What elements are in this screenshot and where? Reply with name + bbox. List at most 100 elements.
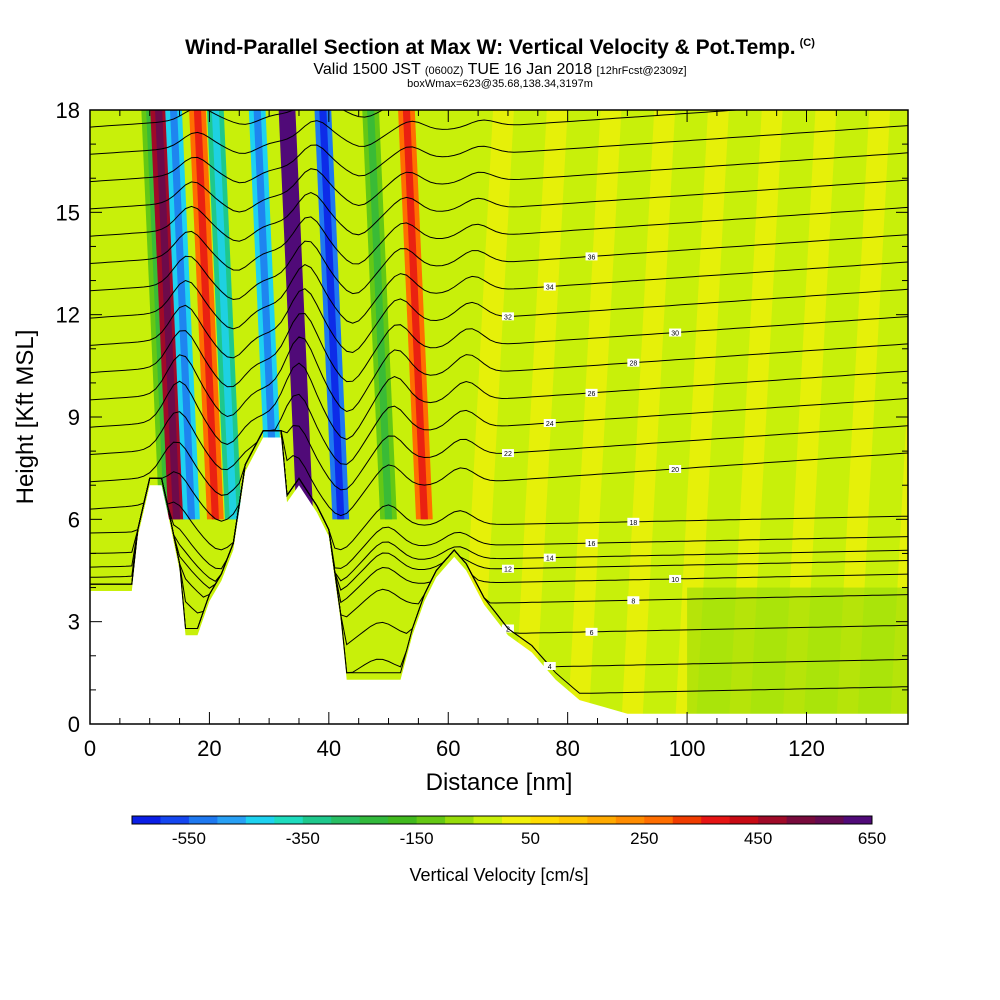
colorbar-swatch: [843, 816, 873, 824]
updraft-core: [170, 110, 196, 520]
y-tick-label: 12: [56, 303, 80, 328]
contour-label: 32: [504, 314, 512, 321]
colorbar-swatch: [331, 816, 361, 824]
colorbar-swatch: [416, 816, 446, 824]
colorbar-tick-label: 50: [521, 829, 540, 848]
colorbar-swatch: [672, 816, 702, 824]
contour-label: 24: [546, 421, 554, 428]
contour-label: 36: [588, 254, 596, 261]
field-streak: [728, 110, 783, 724]
contour-label: 22: [504, 451, 512, 458]
contour-label-bg: [543, 282, 556, 291]
contour-label-bg: [627, 517, 640, 526]
field-streak: [621, 110, 676, 724]
colorbar-swatch: [815, 816, 845, 824]
colorbar-swatch: [502, 816, 531, 824]
isentrope-line: [90, 362, 908, 445]
x-tick-label: 120: [788, 736, 825, 761]
contour-label-bg: [585, 388, 598, 397]
field-streak: [836, 110, 891, 724]
colorbar-tick-label: -350: [286, 829, 320, 848]
title-text: Wind-Parallel Section at Max W: Vertical…: [185, 36, 796, 59]
y-tick-label: 18: [56, 98, 80, 123]
field-lowlevel-patch: [687, 587, 908, 724]
colorbar-swatch: [729, 816, 759, 824]
contour-label: 8: [631, 598, 635, 605]
colorbar-tick-label: -550: [172, 829, 206, 848]
isentrope-line: [90, 393, 908, 471]
contour-label: 18: [629, 520, 637, 527]
contour-label-bg: [543, 419, 556, 428]
colorbar-swatch: [758, 816, 788, 824]
contour-label-bg: [501, 312, 514, 321]
colorbar-swatch: [644, 816, 674, 824]
x-tick-label: 20: [197, 736, 221, 761]
valid-zulu: (0600Z): [424, 65, 464, 77]
box-info: boxWmax=623@35.68,138.34,3197m: [407, 78, 593, 90]
isentrope-line: [90, 430, 908, 522]
colorbar-frame: [131, 815, 873, 825]
valid-date: TUE 16 Jan 2018: [467, 61, 593, 78]
contour-label-bg: [585, 252, 598, 261]
isentrope-line: [90, 288, 908, 359]
y-axis-label: Height [Kft MSL]: [12, 330, 39, 505]
colorbar-swatch: [786, 816, 816, 824]
contour-label: 30: [671, 331, 679, 338]
updraft-core: [283, 110, 309, 520]
terrain-mask: [90, 437, 908, 724]
colorbar-swatch: [530, 816, 560, 824]
colorbar-swatch: [245, 816, 275, 824]
isentrope-line: [90, 206, 908, 271]
field-streak: [782, 110, 837, 724]
colorbar-swatch: [388, 816, 418, 824]
y-tick-label: 0: [68, 712, 80, 737]
updraft-core: [155, 110, 181, 520]
isentrope-line: [90, 424, 908, 496]
contour-label: 20: [671, 467, 679, 474]
colorbar-swatch: [274, 816, 304, 824]
isentrope-line: [90, 179, 908, 242]
colorbar-swatch: [445, 816, 475, 824]
y-tick-label: 9: [68, 405, 80, 430]
contour-label: 12: [504, 567, 512, 574]
colorbar-swatch: [132, 816, 161, 824]
contour-label-bg: [627, 358, 640, 367]
colorbar-swatch: [302, 816, 332, 824]
copyright-mark: (C): [799, 37, 815, 49]
valid-prefix: Valid 1500 JST: [313, 61, 421, 78]
contour-label: 34: [546, 285, 554, 292]
isentrope-line: [90, 430, 908, 570]
contour-label-bg: [585, 627, 598, 636]
colorbar-swatch: [217, 816, 247, 824]
field-streak: [513, 110, 568, 724]
field-streak: [675, 110, 729, 724]
y-axis: 0 36 9 12 15 18: [56, 98, 908, 737]
x-tick-label: 80: [555, 736, 579, 761]
isentrope-line: [90, 125, 908, 184]
y-tick-label: 6: [68, 507, 80, 532]
updraft-core: [211, 110, 237, 520]
colorbar: -550 -350 -150 50 250 450 650: [131, 815, 886, 848]
x-axis: 0 20 40 60 80 100 120: [84, 110, 867, 761]
contour-label: 6: [590, 630, 594, 637]
contour-label-bg: [669, 328, 682, 337]
terrain: [90, 437, 908, 724]
contour-label: 10: [671, 577, 679, 584]
colorbar-label: Vertical Velocity [cm/s]: [409, 865, 588, 885]
contour-label-bg: [669, 464, 682, 473]
isentrope-line: [90, 152, 908, 213]
y-tick-label: 15: [56, 200, 80, 225]
field-streak: [460, 110, 514, 724]
colorbar-tick-label: 650: [858, 829, 886, 848]
field-streak: [567, 110, 622, 724]
colorbar-tick-label: 250: [630, 829, 658, 848]
contour-label-bg: [585, 539, 598, 548]
colorbar-swatch: [359, 816, 389, 824]
isentrope-line: [90, 336, 908, 418]
colorbar-swatch: [701, 816, 731, 824]
isentrope-line: [90, 261, 908, 330]
x-tick-label: 0: [84, 736, 96, 761]
contour-label-bg: [543, 662, 556, 671]
